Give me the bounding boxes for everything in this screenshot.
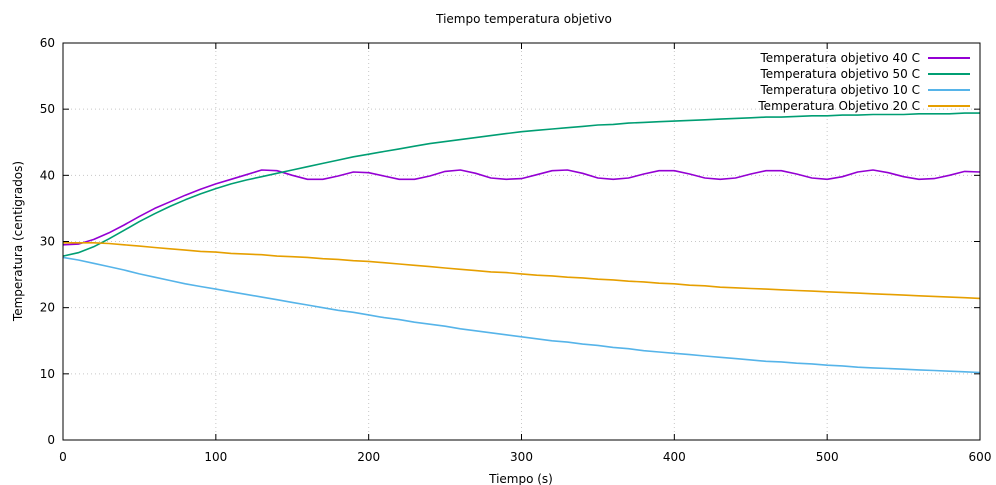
legend: Temperatura objetivo 40 C Temperatura obj… bbox=[757, 51, 970, 113]
x-axis-label: Tiempo (s) bbox=[488, 472, 553, 485]
x-tick-label: 0 bbox=[59, 450, 67, 464]
x-tick-label: 500 bbox=[816, 450, 839, 464]
y-tick-label: 50 bbox=[40, 102, 55, 116]
x-tick-label: 200 bbox=[357, 450, 380, 464]
legend-label-3: Temperatura Objetivo 20 C bbox=[757, 99, 920, 113]
chart-title: Tiempo temperatura objetivo bbox=[435, 12, 612, 26]
legend-label-2: Temperatura objetivo 10 C bbox=[760, 83, 921, 97]
y-tick-label: 40 bbox=[40, 168, 55, 182]
y-tick-label: 10 bbox=[40, 367, 55, 381]
series-line-3 bbox=[63, 242, 981, 300]
legend-label-1: Temperatura objetivo 50 C bbox=[760, 67, 921, 81]
series-line-1 bbox=[62, 112, 980, 257]
x-tick-label: 400 bbox=[663, 450, 686, 464]
y-tick-label: 0 bbox=[47, 433, 55, 447]
x-tick-label: 600 bbox=[969, 450, 992, 464]
y-axis-label: Temperatura (centigrados) bbox=[11, 161, 25, 322]
y-tick-label: 60 bbox=[40, 36, 55, 50]
x-tick-label: 100 bbox=[204, 450, 227, 464]
series-line-2 bbox=[62, 256, 981, 374]
y-tick-label: 30 bbox=[40, 235, 55, 249]
series-group bbox=[62, 112, 981, 374]
y-tick-label: 20 bbox=[40, 301, 55, 315]
legend-label-0: Temperatura objetivo 40 C bbox=[760, 51, 921, 65]
series-line-0 bbox=[62, 169, 981, 246]
x-tick-label: 300 bbox=[510, 450, 533, 464]
grid bbox=[63, 43, 980, 440]
axis-ticks: 0 100 200 300 400 500 600 0 10 20 30 40 50 60 bbox=[40, 36, 992, 464]
